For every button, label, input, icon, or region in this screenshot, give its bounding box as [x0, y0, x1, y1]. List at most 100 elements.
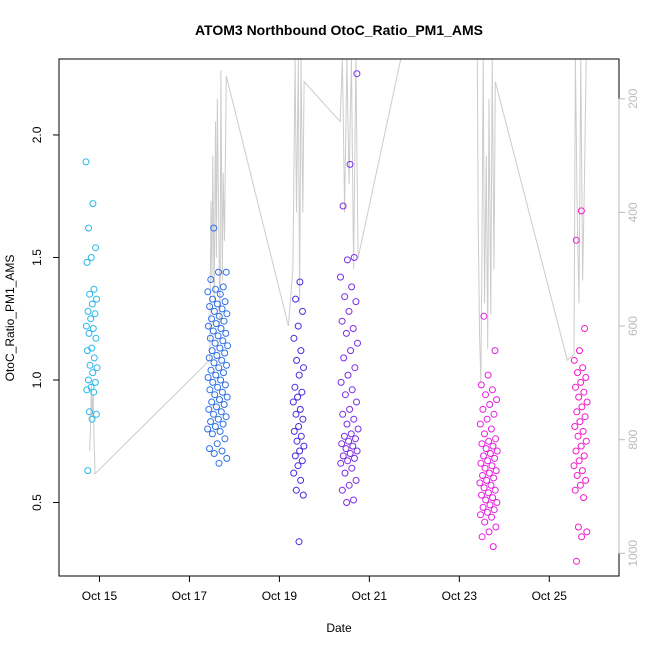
data-points-layer — [82, 70, 591, 565]
data-point — [581, 325, 589, 332]
data-point — [206, 445, 213, 453]
data-point — [205, 322, 212, 330]
x-axis: Oct 15 Oct 17 Oct 19 Oct 21 Oct 23 Oct 25 — [82, 575, 567, 603]
data-point — [487, 425, 495, 433]
data-point — [212, 371, 220, 379]
data-point — [93, 364, 101, 372]
data-point — [341, 469, 349, 477]
data-point — [581, 413, 589, 421]
data-point — [208, 315, 215, 323]
data-point — [351, 454, 358, 462]
data-point — [573, 472, 581, 479]
x-axis-label: Date — [326, 621, 352, 635]
data-point — [293, 437, 301, 445]
data-point — [223, 454, 231, 462]
data-point — [484, 489, 492, 497]
data-point — [578, 403, 586, 411]
data-point — [300, 364, 307, 372]
data-point — [92, 244, 100, 252]
data-point — [489, 442, 497, 450]
data-point — [346, 405, 354, 413]
data-point — [343, 499, 351, 506]
data-point — [346, 160, 354, 168]
data-point — [344, 457, 352, 465]
data-point — [484, 371, 492, 379]
data-point — [204, 288, 212, 296]
data-point — [210, 359, 218, 367]
flight-series-1 — [82, 158, 101, 475]
data-point — [479, 405, 487, 413]
data-point — [572, 447, 580, 455]
data-point — [214, 332, 222, 340]
data-point — [486, 501, 494, 509]
data-point — [576, 347, 583, 355]
data-point — [344, 371, 352, 379]
data-point — [209, 327, 217, 335]
data-point — [223, 393, 231, 401]
data-point — [206, 386, 214, 394]
data-point — [488, 462, 496, 470]
data-point — [482, 496, 490, 504]
data-point — [492, 467, 500, 475]
data-point — [210, 307, 218, 315]
flight-series-2 — [204, 224, 232, 467]
data-point — [220, 317, 228, 325]
data-point — [577, 378, 585, 386]
data-point — [222, 268, 230, 276]
data-point — [295, 423, 303, 430]
data-point — [582, 437, 590, 445]
data-point — [488, 386, 496, 394]
data-point — [210, 224, 218, 232]
data-point — [83, 386, 91, 394]
data-point — [223, 361, 230, 369]
data-point — [350, 496, 357, 504]
data-point — [340, 354, 348, 362]
data-point — [292, 410, 300, 418]
data-point — [209, 378, 217, 386]
data-point — [485, 437, 493, 445]
data-point — [573, 557, 580, 565]
data-point — [91, 378, 99, 386]
data-point — [292, 486, 300, 494]
data-point — [90, 354, 98, 362]
data-point — [88, 300, 96, 308]
data-point — [216, 427, 224, 435]
data-point — [219, 337, 227, 345]
data-point — [290, 334, 298, 342]
data-point — [210, 450, 218, 457]
data-point — [493, 396, 501, 404]
data-point — [210, 410, 217, 418]
data-point — [82, 158, 90, 166]
data-point — [492, 435, 500, 443]
right-tick-label: 400 — [626, 202, 640, 222]
data-point — [87, 315, 95, 323]
y-axis: 0.5 1.0 1.5 2.0 — [30, 126, 60, 511]
y-axis-label: OtoC_Ratio_PM1_AMS — [3, 255, 17, 382]
data-point — [338, 486, 346, 494]
data-point — [483, 508, 491, 516]
right-axis: 200 400 600 800 1000 — [618, 88, 640, 567]
data-point — [215, 312, 223, 320]
right-tick-label: 800 — [626, 429, 640, 449]
data-point — [84, 376, 92, 384]
data-point — [479, 503, 487, 511]
data-point — [85, 329, 93, 337]
data-point — [348, 464, 356, 472]
data-point — [295, 371, 303, 379]
data-point — [575, 457, 583, 465]
data-point — [87, 254, 95, 261]
plot-frame — [58, 58, 620, 577]
data-point — [207, 276, 215, 283]
data-point — [479, 472, 486, 479]
data-point — [207, 418, 215, 426]
data-point — [340, 432, 348, 440]
data-point — [212, 285, 219, 293]
data-point — [206, 334, 214, 342]
data-point — [224, 342, 232, 350]
data-point — [477, 381, 485, 389]
data-point — [217, 376, 225, 384]
data-point — [338, 317, 346, 325]
data-point — [86, 290, 94, 298]
